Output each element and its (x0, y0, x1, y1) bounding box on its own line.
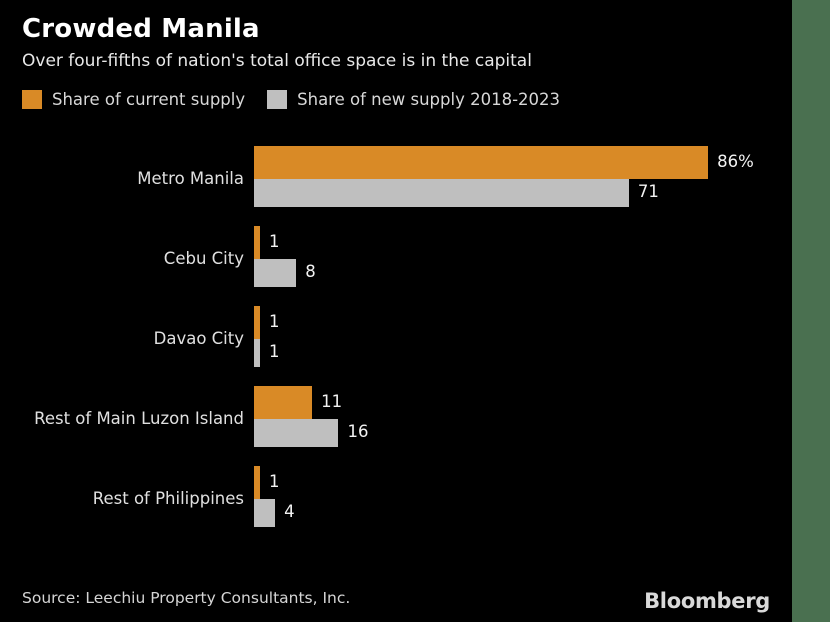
chart-title: Crowded Manila (22, 14, 260, 44)
bar-row: 8 (254, 259, 792, 287)
bar-row: 16 (254, 419, 792, 447)
legend-swatch-current-supply (22, 90, 42, 109)
category-label: Davao City (153, 329, 244, 348)
chart-subtitle: Over four-fifths of nation's total offic… (22, 51, 532, 71)
bar-new-supply[interactable] (254, 259, 297, 287)
bar-current-supply[interactable] (254, 226, 260, 259)
plot-area: Metro Manila 86% 71 Cebu City 1 8 Davao City 1 1… (0, 131, 792, 541)
bar-new-supply[interactable] (254, 339, 260, 367)
category-label: Metro Manila (137, 169, 244, 188)
bar-current-supply[interactable] (254, 466, 260, 499)
bar-group: Cebu City 1 8 (0, 226, 792, 287)
bar-value-label: 16 (347, 422, 369, 441)
bloomberg-logo: Bloomberg (644, 589, 770, 613)
bar-group: Davao City 1 1 (0, 306, 792, 367)
bar-value-label: 11 (321, 391, 343, 411)
bar-row: 1 (254, 339, 792, 367)
bar-current-supply[interactable] (254, 306, 260, 339)
legend-label-current-supply: Share of current supply (52, 90, 246, 109)
bar-row: 11 (254, 386, 792, 419)
right-color-strip (792, 0, 830, 622)
bar-value-label: 1 (269, 231, 280, 251)
legend-item-new-supply: Share of new supply 2018-2023 (267, 90, 560, 109)
bar-group: Metro Manila 86% 71 (0, 146, 792, 207)
bar-row: 4 (254, 499, 792, 527)
category-label: Rest of Main Luzon Island (34, 409, 244, 428)
bar-group: Rest of Main Luzon Island 11 16 (0, 386, 792, 447)
bar-current-supply[interactable] (254, 146, 709, 179)
bar-new-supply[interactable] (254, 499, 276, 527)
legend-item-current-supply: Share of current supply (22, 90, 245, 109)
bar-group: Rest of Philippines 1 4 (0, 466, 792, 527)
category-label: Cebu City (163, 249, 244, 268)
bar-value-label: 71 (637, 182, 659, 201)
bar-row: 1 (254, 306, 792, 339)
bar-new-supply[interactable] (254, 179, 629, 207)
bar-new-supply[interactable] (254, 419, 339, 447)
category-label: Rest of Philippines (92, 489, 244, 508)
bar-value-label: 4 (284, 502, 295, 521)
bar-current-supply[interactable] (254, 386, 313, 419)
legend-label-new-supply: Share of new supply 2018-2023 (297, 90, 561, 109)
bar-value-label: 86% (717, 151, 754, 171)
bar-value-label: 8 (305, 262, 316, 281)
chart-legend: Share of current supply Share of new sup… (22, 90, 582, 109)
bar-value-label: 1 (269, 471, 280, 491)
legend-swatch-new-supply (267, 90, 288, 109)
bar-row: 71 (254, 179, 792, 207)
bar-value-label: 1 (269, 311, 280, 331)
bar-value-label: 1 (269, 342, 280, 361)
bar-row: 86% (254, 146, 792, 179)
bar-row: 1 (254, 466, 792, 499)
source-note: Source: Leechiu Property Consultants, In… (22, 589, 351, 607)
bar-row: 1 (254, 226, 792, 259)
